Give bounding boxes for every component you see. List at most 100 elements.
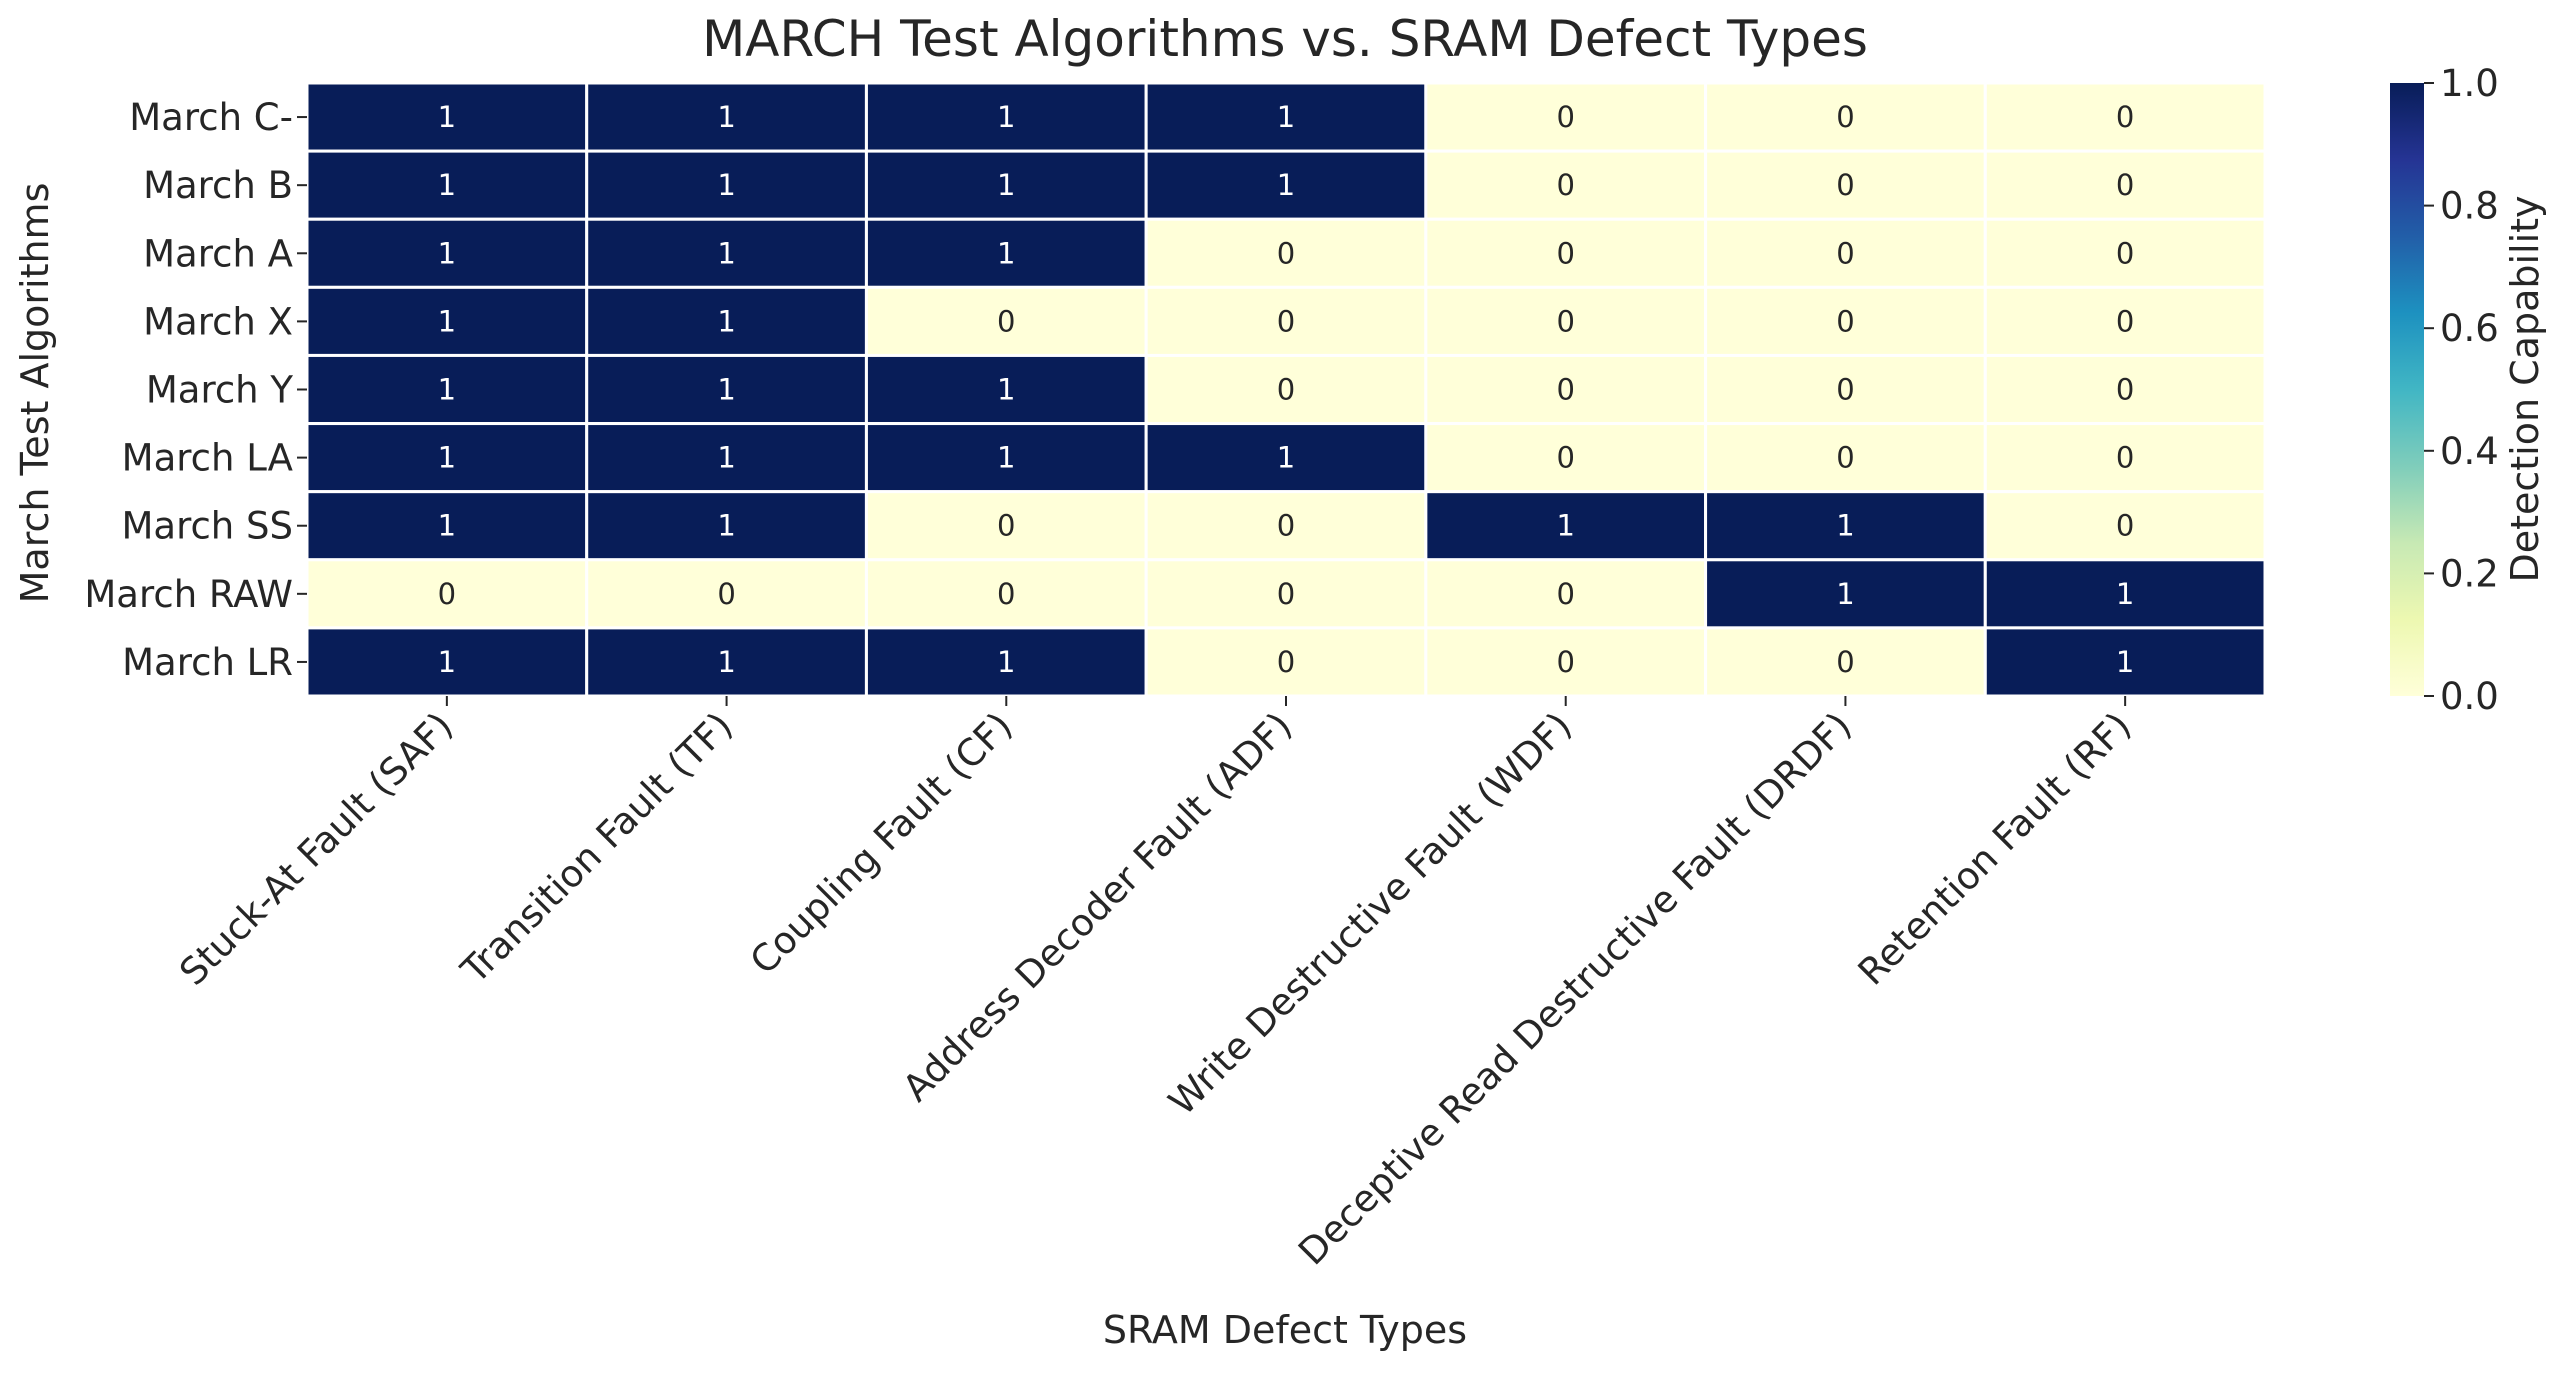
cell-value-label: 0 [438, 577, 456, 611]
cell-value-label: 0 [2116, 236, 2134, 270]
cell-value-label: 1 [2116, 577, 2134, 611]
heatmap-cell [1983, 422, 2267, 494]
colorbar-tick-label: 0.6 [2440, 307, 2499, 350]
cell-value-label: 1 [438, 168, 456, 202]
cell-value-label: 0 [2116, 168, 2134, 202]
cell-value-label: 0 [1277, 373, 1295, 407]
cell-value-label: 1 [717, 304, 735, 338]
cell-value-label: 0 [1556, 577, 1574, 611]
y-tick-label-march-x: March X [143, 300, 293, 343]
heatmap-cell [1983, 149, 2267, 221]
colorbar-tick-label: 0.2 [2440, 552, 2499, 595]
x-axis-label: SRAM Defect Types [1103, 1308, 1467, 1352]
cell-value-label: 1 [438, 304, 456, 338]
cell-value-label: 1 [997, 236, 1015, 270]
heatmap-cell [1144, 558, 1428, 630]
cell-value-label: 1 [438, 236, 456, 270]
cell-value-label: 0 [1836, 645, 1854, 679]
cell-value-label: 1 [997, 168, 1015, 202]
cell-value-label: 1 [1556, 509, 1574, 543]
cell-value-label: 0 [1277, 645, 1295, 679]
heatmap-cell [1424, 626, 1708, 698]
cell-value-label: 0 [1836, 168, 1854, 202]
cell-value-label: 1 [997, 645, 1015, 679]
cell-value-label: 0 [1277, 236, 1295, 270]
x-tick-label-coupling-fault-cf: Coupling Fault (CF) [742, 704, 1021, 983]
heatmap-cell [864, 490, 1148, 562]
heatmap-cell [864, 217, 1148, 289]
heatmap-cell [305, 285, 589, 357]
heatmap-cell [305, 353, 589, 426]
cell-value-label: 1 [1277, 441, 1295, 475]
colorbar-tick-label: 0.8 [2440, 185, 2499, 228]
cell-value-label: 0 [1277, 509, 1295, 543]
x-tick-label-stuck-at-fault-saf: Stuck-At Fault (SAF) [171, 704, 461, 994]
cell-value-label: 1 [438, 100, 456, 134]
cell-value-label: 0 [1836, 441, 1854, 475]
cell-value-label: 0 [1836, 373, 1854, 407]
colorbar-tick-label: 0.4 [2440, 430, 2499, 473]
heatmap-cell [1704, 81, 1987, 153]
y-axis-label: March Test Algorithms [13, 183, 57, 604]
cell-value-label: 0 [2116, 304, 2134, 338]
cell-value-label: 1 [717, 100, 735, 134]
heatmap-cell [864, 353, 1148, 426]
heatmap-cell [1983, 558, 2267, 630]
cell-value-label: 1 [717, 168, 735, 202]
cell-value-label: 0 [1556, 304, 1574, 338]
cell-value-label: 0 [1556, 645, 1574, 679]
heatmap-cell [1983, 490, 2267, 562]
cell-value-label: 0 [997, 304, 1015, 338]
heatmap-cell [864, 149, 1148, 221]
heatmap-cell [1704, 285, 1987, 357]
cell-value-label: 1 [1836, 577, 1854, 611]
colorbar-tick-label: 0.0 [2440, 675, 2499, 718]
cell-value-label: 0 [1836, 236, 1854, 270]
cell-value-label: 1 [717, 373, 735, 407]
cell-value-label: 0 [2116, 100, 2134, 134]
x-tick-label-deceptive-read-destructive-fault-drdf: Deceptive Read Destructive Fault (DRDF) [1290, 704, 1860, 1274]
cell-value-label: 1 [997, 373, 1015, 407]
cell-value-label: 1 [438, 509, 456, 543]
cell-value-label: 1 [438, 373, 456, 407]
cell-value-label: 1 [438, 441, 456, 475]
heatmap-cell [1983, 285, 2267, 357]
cell-value-label: 1 [717, 236, 735, 270]
cell-value-label: 0 [717, 577, 735, 611]
y-tick-label-march-lr: March LR [122, 641, 293, 684]
heatmap-cell [585, 217, 868, 289]
y-tick-label-march-b: March B [143, 164, 293, 207]
cell-value-label: 1 [717, 509, 735, 543]
heatmap-cell [1144, 217, 1428, 289]
cell-value-label: 1 [717, 441, 735, 475]
heatmap-cell [1704, 490, 1987, 562]
heatmap-cell [1704, 558, 1987, 630]
heatmap-cell [1144, 490, 1428, 562]
heatmap-cell [1424, 217, 1708, 289]
cell-value-label: 0 [1556, 236, 1574, 270]
cell-value-label: 1 [997, 100, 1015, 134]
heatmap-cell [1424, 149, 1708, 221]
cell-value-label: 0 [1277, 577, 1295, 611]
heatmap-cell [1983, 217, 2267, 289]
cell-annotations: 1 1 1 1 0 0 0 1 1 1 1 0 0 0 1 1 1 0 0 0 0 1 1 0 0 0 0 0 1 1 1 0 0 0 0 1 1 1 1 0… [438, 100, 2135, 679]
cell-value-label: 1 [1277, 168, 1295, 202]
colorbar-gradient [2390, 83, 2424, 696]
y-axis: March C- March B March A March X March Y Marc… [84, 96, 307, 684]
cell-value-label: 0 [997, 509, 1015, 543]
heatmap-cell [585, 285, 868, 357]
heatmap-cell [1424, 558, 1708, 630]
y-tick-label-march-c: March C- [129, 96, 293, 139]
cell-value-label: 0 [1836, 304, 1854, 338]
cell-value-label: 1 [717, 645, 735, 679]
cell-value-label: 0 [1556, 100, 1574, 134]
y-tick-label-march-y: March Y [146, 369, 294, 412]
heatmap-cell [585, 558, 868, 630]
cell-value-label: 0 [1556, 441, 1574, 475]
y-tick-label-march-a: March A [143, 232, 293, 275]
cell-value-label: 1 [438, 645, 456, 679]
x-tick-label-transition-fault-tf: Transition Fault (TF) [452, 704, 741, 993]
cell-value-label: 0 [2116, 441, 2134, 475]
cell-value-label: 0 [1836, 100, 1854, 134]
